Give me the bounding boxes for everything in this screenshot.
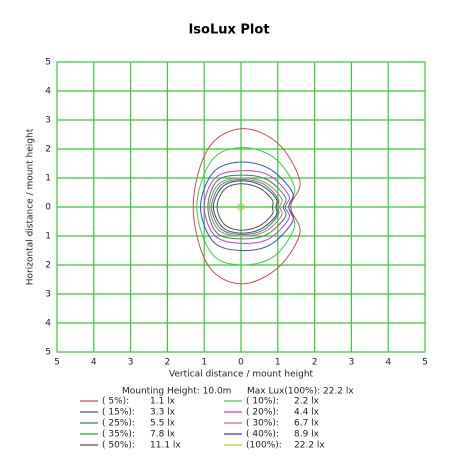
contour-line (203, 170, 290, 244)
y-tick-label: 3 (45, 116, 51, 126)
x-axis-label: Vertical distance / mount height (169, 370, 314, 380)
legend-value: 4.4 lx (294, 408, 320, 418)
legend-value: 2.2 lx (294, 397, 320, 407)
x-tick-label: 5 (54, 358, 60, 368)
legend-label: ( 5%): (102, 397, 129, 407)
contour-line (192, 128, 301, 285)
legend-label: ( 15%): (102, 408, 135, 418)
contour-line (216, 183, 274, 231)
y-tick-label: 4 (45, 87, 51, 97)
y-tick-label: 5 (45, 348, 51, 358)
x-tick-label: 2 (312, 358, 318, 368)
x-tick-label: 1 (275, 358, 281, 368)
legend-value: 5.5 lx (150, 419, 176, 429)
contour-line (212, 180, 278, 234)
x-tick-label: 4 (385, 358, 391, 368)
y-tick-label: 1 (45, 174, 51, 184)
contour-line (199, 161, 294, 252)
x-tick-label: 0 (238, 358, 244, 368)
y-tick-label: 0 (45, 203, 51, 213)
legend-label: ( 20%): (246, 408, 279, 418)
legend-label: (100%): (246, 441, 282, 451)
legend-label: ( 30%): (246, 419, 279, 429)
y-tick-label: 1 (45, 232, 51, 242)
legend-label: ( 40%): (246, 430, 279, 440)
y-axis-label: Horizontal distance / mount height (26, 128, 36, 285)
legend-value: 11.1 lx (150, 441, 181, 451)
y-tick-label: 4 (45, 319, 51, 329)
max-lux: Max Lux(100%): 22.2 lx (247, 387, 354, 397)
legend-label: ( 35%): (102, 430, 135, 440)
legend-value: 3.3 lx (150, 408, 176, 418)
chart-title: IsoLux Plot (188, 23, 269, 38)
x-tick-label: 2 (165, 358, 171, 368)
y-tick-label: 5 (45, 58, 51, 68)
y-tick-label: 3 (45, 290, 51, 300)
legend-value: 6.7 lx (294, 419, 320, 429)
contour-line (236, 203, 246, 211)
y-tick-label: 2 (45, 261, 51, 271)
contour-line (209, 177, 283, 237)
contour-line (207, 174, 287, 240)
contour-line (196, 147, 296, 266)
x-tick-label: 3 (349, 358, 355, 368)
x-tick-label: 1 (201, 358, 207, 368)
legend-value: 1.1 lx (150, 397, 176, 407)
x-tick-label: 3 (128, 358, 134, 368)
contour-line (211, 178, 280, 236)
legend-value: 22.2 lx (294, 441, 325, 451)
legend-value: 8.9 lx (294, 430, 320, 440)
legend-label: ( 50%): (102, 441, 135, 451)
legend-label: ( 25%): (102, 419, 135, 429)
x-tick-label: 4 (91, 358, 97, 368)
legend-value: 7.8 lx (150, 430, 176, 440)
legend-label: ( 10%): (246, 397, 279, 407)
x-tick-label: 5 (422, 358, 428, 368)
y-tick-label: 2 (45, 145, 51, 155)
mounting-height: Mounting Height: 10.0m (122, 387, 231, 397)
